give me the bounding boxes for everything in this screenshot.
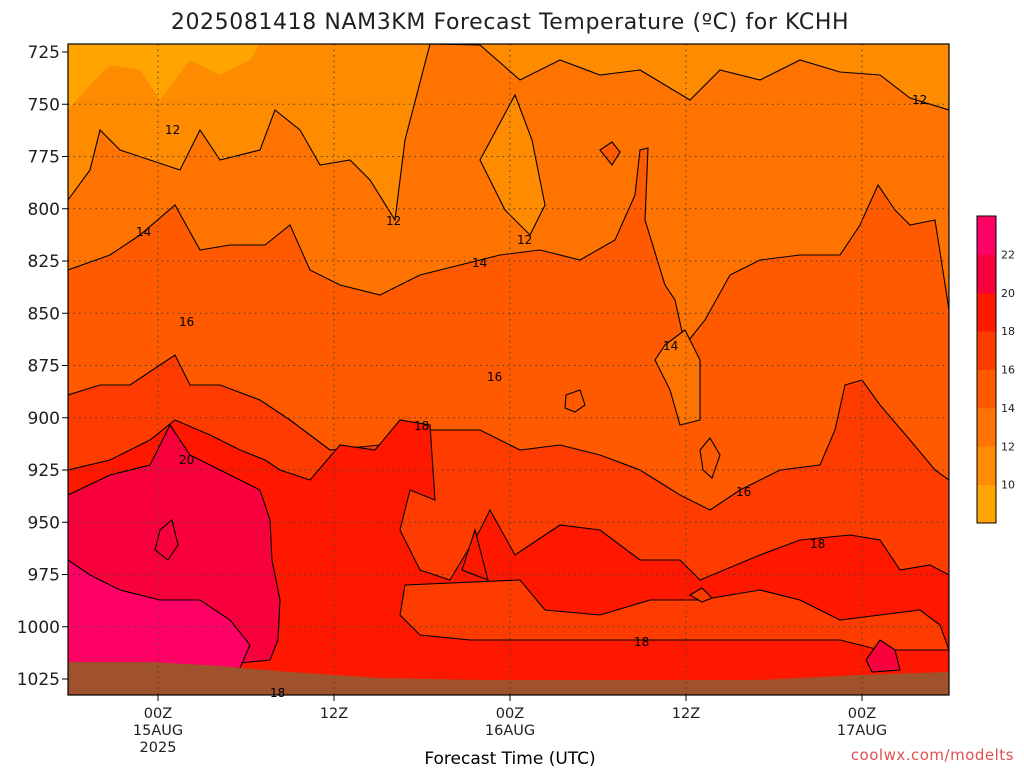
y-tick-label: 900 xyxy=(28,409,60,429)
x-tick-label: 16AUG xyxy=(485,723,535,739)
contour-label: 12 xyxy=(517,233,532,247)
contour-label: 16 xyxy=(487,370,502,384)
colorbar: 10 12 14 16 18 20 22 xyxy=(976,215,1015,524)
colorbar-tick-label: 16 xyxy=(1001,364,1015,377)
colorbar-tick-label: 18 xyxy=(1001,325,1015,338)
band-10 xyxy=(68,44,260,110)
y-tick-label: 825 xyxy=(28,252,60,272)
x-tick-label: 12Z xyxy=(672,706,700,722)
x-tick-label: 12Z xyxy=(320,706,348,722)
colorbar-swatch xyxy=(977,484,996,524)
small-cell-3 xyxy=(699,437,721,479)
contour-label: 16 xyxy=(736,485,751,499)
contour-label: 12 xyxy=(912,93,927,107)
y-tick-label: 950 xyxy=(28,513,60,533)
colorbar-tick-label: 10 xyxy=(1001,479,1015,492)
colorbar-swatch xyxy=(977,407,996,447)
x-tick-label: 2025 xyxy=(140,740,177,756)
contour-label: 14 xyxy=(472,256,487,270)
chart-title: 2025081418 NAM3KM Forecast Temperature (… xyxy=(171,10,849,35)
y-tick-label: 875 xyxy=(28,357,60,377)
small-cell-1 xyxy=(154,519,179,561)
y-tick-label: 750 xyxy=(28,95,60,115)
contour-label: 18 xyxy=(414,419,429,433)
colorbar-swatch xyxy=(977,369,996,409)
y-tick-label: 1000 xyxy=(17,618,60,638)
contour-label: 12 xyxy=(165,123,180,137)
contour-label: 20 xyxy=(179,453,194,467)
plot-frame xyxy=(67,43,950,696)
x-tick-label: 15AUG xyxy=(133,723,183,739)
colorbar-swatch xyxy=(977,216,996,255)
x-axis-label: Forecast Time (UTC) xyxy=(424,749,595,768)
gridlines xyxy=(68,44,949,695)
colorbar-tick-label: 22 xyxy=(1001,248,1015,261)
contour-label: 14 xyxy=(663,339,678,353)
colorbar-tick-label: 14 xyxy=(1001,402,1015,415)
small-cell-7 xyxy=(865,639,901,673)
colorbar-swatch xyxy=(977,331,996,370)
x-tick-label: 00Z xyxy=(144,706,172,722)
contour-label: 18 xyxy=(270,686,285,700)
contour-label: 12 xyxy=(386,214,401,228)
colorbar-tick-label: 12 xyxy=(1001,440,1015,453)
small-cell-2 xyxy=(564,389,586,413)
contour-label: 14 xyxy=(136,225,151,239)
y-tick-label: 800 xyxy=(28,200,60,220)
ground xyxy=(68,662,949,695)
y-tick-label: 850 xyxy=(28,304,60,324)
contour-label: 18 xyxy=(634,635,649,649)
temperature-field xyxy=(68,44,949,695)
contour-label: 16 xyxy=(179,315,194,329)
small-cell-5 xyxy=(688,587,713,603)
colorbar-swatch xyxy=(977,292,996,332)
x-tick-label: 17AUG xyxy=(837,723,887,739)
y-tick-label: 925 xyxy=(28,461,60,481)
contour-labels: 12 12 12 12 14 14 14 16 16 16 18 18 18 1… xyxy=(136,93,927,700)
contour-label: 18 xyxy=(810,537,825,551)
y-tick-label: 975 xyxy=(28,566,60,586)
y-tick-label: 725 xyxy=(28,43,60,63)
band-10-east xyxy=(479,93,546,236)
small-cell-4 xyxy=(599,141,621,166)
x-tick-label: 00Z xyxy=(848,706,876,722)
colorbar-swatch xyxy=(977,446,996,486)
y-tick-label: 1025 xyxy=(17,670,60,690)
y-axis: 725 750 775 800 825 850 875 900 925 950 975 1000 102… xyxy=(17,43,68,690)
band-16-18-south xyxy=(399,579,949,651)
colorbar-swatch xyxy=(977,254,996,294)
band-10-12 xyxy=(68,44,949,222)
colorbar-tick-label: 20 xyxy=(1001,287,1015,300)
y-tick-label: 775 xyxy=(28,148,60,168)
colorbar-frame xyxy=(976,215,997,524)
watermark: coolwx.com/modelts xyxy=(851,746,1014,764)
x-tick-label: 00Z xyxy=(496,706,524,722)
